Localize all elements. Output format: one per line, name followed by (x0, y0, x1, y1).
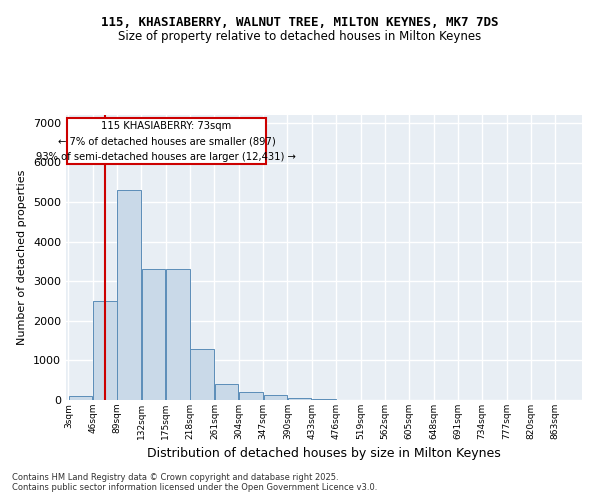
Text: 115, KHASIABERRY, WALNUT TREE, MILTON KEYNES, MK7 7DS: 115, KHASIABERRY, WALNUT TREE, MILTON KE… (101, 16, 499, 29)
Text: Contains HM Land Registry data © Crown copyright and database right 2025.
Contai: Contains HM Land Registry data © Crown c… (12, 473, 377, 492)
Y-axis label: Number of detached properties: Number of detached properties (17, 170, 28, 345)
Bar (239, 392, 263, 400)
Bar (288, 398, 311, 400)
Bar (69, 396, 92, 400)
Bar (312, 399, 336, 400)
Text: Size of property relative to detached houses in Milton Keynes: Size of property relative to detached ho… (118, 30, 482, 43)
X-axis label: Distribution of detached houses by size in Milton Keynes: Distribution of detached houses by size … (147, 448, 501, 460)
Bar (142, 270, 166, 400)
Bar (190, 348, 214, 400)
Bar (118, 190, 141, 400)
FancyBboxPatch shape (67, 118, 266, 164)
Bar (215, 384, 238, 400)
Bar (263, 395, 287, 400)
Bar (166, 270, 190, 400)
Text: 115 KHASIABERRY: 73sqm
← 7% of detached houses are smaller (897)
93% of semi-det: 115 KHASIABERRY: 73sqm ← 7% of detached … (37, 120, 296, 162)
Bar (93, 301, 117, 400)
